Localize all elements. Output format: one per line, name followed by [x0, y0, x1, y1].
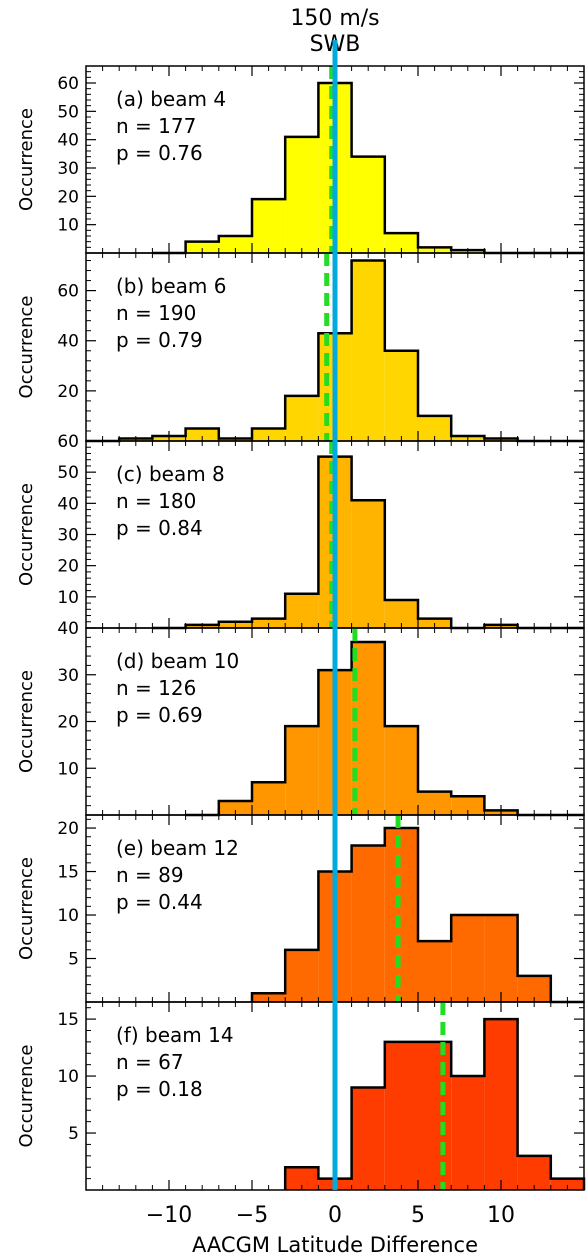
p-value: p = 0.44 [116, 890, 203, 914]
y-tick-label: 40 [57, 131, 79, 151]
histogram-bar [351, 156, 385, 253]
y-axis-label: Occurrence [16, 108, 37, 211]
histogram-bar [185, 428, 219, 441]
y-tick-label: 20 [57, 713, 79, 733]
sample-count: n = 67 [116, 1050, 184, 1074]
x-tick-label: −10 [146, 1203, 192, 1228]
p-value: p = 0.79 [116, 328, 203, 352]
y-tick-label: 50 [57, 463, 79, 483]
histogram-bar [351, 260, 385, 441]
y-axis-label: Occurrence [16, 1045, 37, 1148]
sample-count: n = 190 [116, 301, 196, 325]
x-axis-label: AACGM Latitude Difference [192, 1233, 478, 1257]
sample-count: n = 126 [116, 676, 196, 700]
y-axis-label: Occurrence [16, 296, 37, 399]
histogram-outline [283, 1017, 586, 1190]
histogram-bar [252, 428, 286, 441]
histogram-bar [351, 845, 385, 1002]
histogram-bar [384, 350, 418, 441]
y-tick-label: 20 [57, 557, 79, 577]
histogram-bar [418, 791, 452, 815]
y-tick-label: 15 [57, 863, 79, 883]
histogram-bar [384, 726, 418, 815]
histogram-bar [285, 1167, 319, 1190]
histogram-bar [285, 136, 319, 253]
sample-count: n = 89 [116, 863, 184, 887]
y-tick-label: 20 [57, 187, 79, 207]
y-tick-label: 30 [57, 666, 79, 686]
y-tick-label: 30 [57, 159, 79, 179]
y-tick-label: 30 [57, 526, 79, 546]
y-tick-label: 60 [57, 282, 79, 302]
histogram-bar [418, 941, 452, 1002]
y-tick-label: 10 [57, 216, 79, 236]
histogram-bar [451, 1076, 485, 1190]
y-tick-label: 60 [57, 432, 79, 452]
x-tick-label: 0 [328, 1203, 342, 1228]
histogram-bar [218, 800, 252, 815]
chart-title: 150 m/s [290, 6, 380, 31]
p-value: p = 0.84 [116, 516, 203, 540]
y-tick-label: 10 [57, 588, 79, 608]
y-tick-label: 5 [68, 1124, 79, 1144]
histogram-bar [285, 726, 319, 815]
histogram-bar [252, 199, 286, 253]
y-tick-label: 10 [57, 1067, 79, 1087]
histogram-bar [285, 395, 319, 441]
histogram-bar [418, 1041, 452, 1190]
histogram-bar [384, 1041, 418, 1190]
histogram-bar [517, 1155, 551, 1190]
p-value: p = 0.76 [116, 141, 203, 165]
histogram-bar [285, 593, 319, 628]
panel-label: (a) beam 4 [116, 87, 226, 111]
y-tick-label: 20 [57, 819, 79, 839]
histogram-bar [185, 241, 219, 253]
histogram-bar [351, 500, 385, 628]
y-tick-label: 15 [57, 1010, 79, 1030]
histogram-bar [451, 915, 485, 1002]
y-tick-label: 40 [57, 619, 79, 639]
histogram-bar [252, 782, 286, 815]
y-tick-label: 50 [57, 102, 79, 122]
histogram-bar [550, 1178, 584, 1190]
sample-count: n = 180 [116, 489, 196, 513]
histogram-bar [451, 796, 485, 815]
panel-label: (b) beam 6 [116, 274, 226, 298]
y-tick-label: 10 [57, 906, 79, 926]
x-tick-label: −5 [236, 1203, 268, 1228]
histogram-bar [351, 1087, 385, 1190]
x-tick-label: 10 [487, 1203, 515, 1228]
y-tick-label: 10 [57, 759, 79, 779]
y-tick-label: 40 [57, 494, 79, 514]
panel-label: (f) beam 14 [116, 1023, 234, 1047]
y-axis-label: Occurrence [16, 670, 37, 773]
y-axis-label: Occurrence [16, 857, 37, 960]
histogram-bar [384, 233, 418, 253]
p-value: p = 0.69 [116, 703, 203, 727]
histogram-bar [484, 915, 518, 1002]
sample-count: n = 177 [116, 114, 196, 138]
histogram-bar [218, 236, 252, 253]
p-value: p = 0.18 [116, 1077, 203, 1101]
histogram-bar [384, 828, 418, 1002]
panel-label: (e) beam 12 [116, 836, 239, 860]
x-tick-label: 5 [411, 1203, 425, 1228]
y-tick-label: 20 [57, 382, 79, 402]
histogram-outline [250, 826, 584, 1004]
panel-label: (d) beam 10 [116, 649, 239, 673]
histogram-bar [484, 1019, 518, 1190]
histogram-bar [285, 949, 319, 1002]
y-tick-label: 60 [57, 74, 79, 94]
y-tick-label: 40 [57, 332, 79, 352]
y-tick-label: 5 [68, 950, 79, 970]
histogram-outline [185, 640, 584, 817]
panel-label: (c) beam 8 [116, 462, 225, 486]
y-axis-label: Occurrence [16, 483, 37, 586]
